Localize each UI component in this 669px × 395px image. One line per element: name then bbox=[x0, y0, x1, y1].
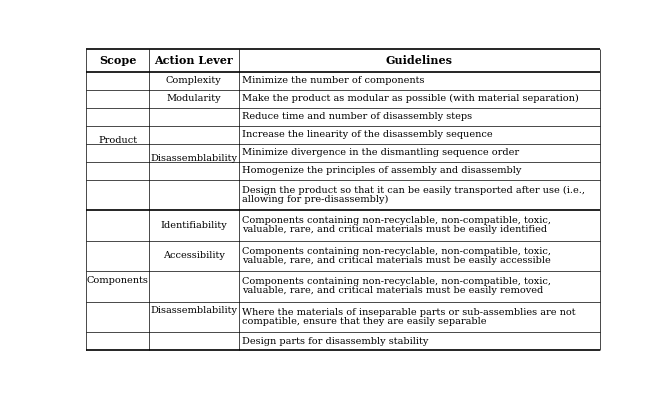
Text: Disassemblability: Disassemblability bbox=[151, 306, 237, 315]
Text: valuable, rare, and critical materials must be easily identified: valuable, rare, and critical materials m… bbox=[242, 226, 547, 235]
Text: Identifiability: Identifiability bbox=[161, 221, 227, 230]
Text: Components: Components bbox=[86, 276, 149, 285]
Text: Accessibility: Accessibility bbox=[163, 251, 225, 260]
Text: Increase the linearity of the disassembly sequence: Increase the linearity of the disassembl… bbox=[242, 130, 493, 139]
Text: Make the product as modular as possible (with material separation): Make the product as modular as possible … bbox=[242, 94, 579, 103]
Text: allowing for pre-disassembly): allowing for pre-disassembly) bbox=[242, 195, 389, 204]
Text: compatible, ensure that they are easily separable: compatible, ensure that they are easily … bbox=[242, 317, 487, 326]
Text: Homogenize the principles of assembly and disassembly: Homogenize the principles of assembly an… bbox=[242, 166, 522, 175]
Text: Complexity: Complexity bbox=[166, 76, 221, 85]
Text: Disassemblability: Disassemblability bbox=[151, 154, 237, 164]
Text: Where the materials of inseparable parts or sub-assemblies are not: Where the materials of inseparable parts… bbox=[242, 308, 576, 317]
Text: Minimize the number of components: Minimize the number of components bbox=[242, 76, 425, 85]
Text: Guidelines: Guidelines bbox=[385, 55, 453, 66]
Text: Components containing non-recyclable, non-compatible, toxic,: Components containing non-recyclable, no… bbox=[242, 247, 551, 256]
Text: Components containing non-recyclable, non-compatible, toxic,: Components containing non-recyclable, no… bbox=[242, 216, 551, 226]
Text: Components containing non-recyclable, non-compatible, toxic,: Components containing non-recyclable, no… bbox=[242, 277, 551, 286]
Text: valuable, rare, and critical materials must be easily removed: valuable, rare, and critical materials m… bbox=[242, 286, 543, 295]
Text: valuable, rare, and critical materials must be easily accessible: valuable, rare, and critical materials m… bbox=[242, 256, 551, 265]
Text: Scope: Scope bbox=[99, 55, 136, 66]
Text: Action Lever: Action Lever bbox=[155, 55, 233, 66]
Text: Reduce time and number of disassembly steps: Reduce time and number of disassembly st… bbox=[242, 112, 472, 121]
Text: Design parts for disassembly stability: Design parts for disassembly stability bbox=[242, 337, 429, 346]
Text: Modularity: Modularity bbox=[167, 94, 221, 103]
Text: Product: Product bbox=[98, 136, 137, 145]
Text: Minimize divergence in the dismantling sequence order: Minimize divergence in the dismantling s… bbox=[242, 148, 519, 157]
Text: Design the product so that it can be easily transported after use (i.e.,: Design the product so that it can be eas… bbox=[242, 186, 585, 195]
